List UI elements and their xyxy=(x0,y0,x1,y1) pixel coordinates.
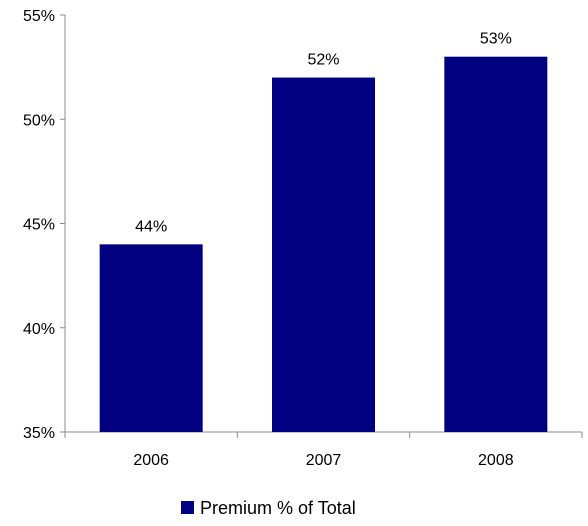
x-tick-label-2008: 2008 xyxy=(478,452,514,469)
legend: Premium % of Total xyxy=(181,498,356,518)
x-tick-label-2006: 2006 xyxy=(133,452,169,469)
x-axis-tick-labels: 2006 2007 2008 xyxy=(133,452,513,469)
bar-2007 xyxy=(272,77,375,433)
y-tick-label: 50% xyxy=(23,112,55,129)
data-label-2007: 52% xyxy=(307,52,339,69)
x-axis-ticks xyxy=(64,432,583,438)
data-labels: 44% 52% 53% xyxy=(135,31,512,236)
y-axis-ticks xyxy=(60,14,65,433)
legend-swatch xyxy=(181,501,194,514)
data-label-2006: 44% xyxy=(135,218,167,235)
y-tick-label: 55% xyxy=(23,8,55,25)
x-tick-label-2007: 2007 xyxy=(306,452,342,469)
bar-2008 xyxy=(444,56,548,432)
data-label-2008: 53% xyxy=(480,31,512,48)
y-tick-label: 35% xyxy=(23,425,55,442)
y-tick-label: 45% xyxy=(23,217,55,234)
y-tick-label: 40% xyxy=(23,321,55,338)
y-axis-tick-labels: 35% 40% 45% 50% 55% xyxy=(23,8,55,442)
bar-2006 xyxy=(99,244,203,432)
bar-series xyxy=(99,56,548,433)
legend-label: Premium % of Total xyxy=(200,498,356,518)
